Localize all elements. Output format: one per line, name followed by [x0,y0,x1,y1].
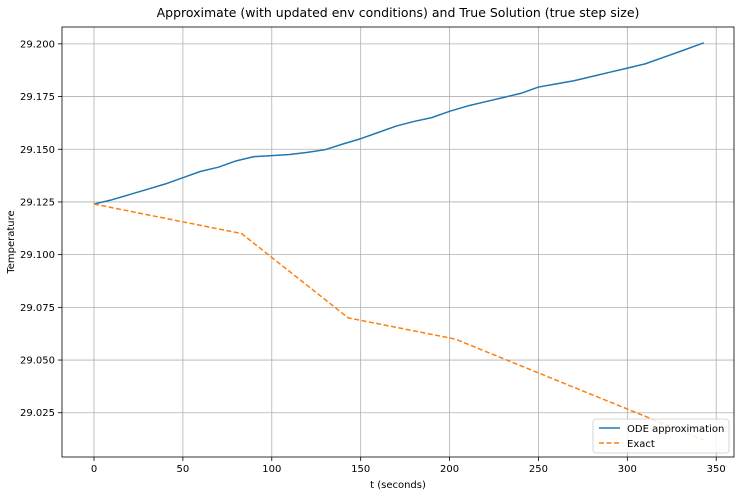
y-axis-label: Temperature [6,210,17,274]
legend: ODE approximation Exact [592,418,730,454]
x-tick-label: 200 [440,464,459,475]
x-tick-label: 0 [91,464,97,475]
chart-title: Approximate (with updated env conditions… [157,5,640,20]
x-tick-label: 300 [618,464,637,475]
x-tick-label: 350 [707,464,726,475]
x-tick-label: 100 [262,464,281,475]
y-tick-label: 29.175 [20,92,55,103]
tick-layer: 0 50 100 150 200 250 300 350 29.025 29.050 29.075 2… [20,39,726,475]
x-tick-label: 150 [351,464,370,475]
series-layer [93,42,705,441]
series-line-ode-approximation [93,42,705,205]
y-tick-label: 29.100 [20,250,55,261]
y-tick-label: 29.125 [20,197,55,208]
grid-layer [62,27,734,457]
y-tick-label: 29.050 [20,356,55,367]
y-tick-label: 29.200 [20,39,55,50]
legend-label-exact: Exact [627,439,655,450]
x-tick-label: 50 [177,464,190,475]
legend-box [592,418,730,454]
x-tick-label: 250 [529,464,548,475]
legend-label-ode: ODE approximation [627,424,724,435]
y-tick-label: 29.150 [20,145,55,156]
x-axis-label: t (seconds) [370,480,426,491]
y-tick-label: 29.075 [20,303,55,314]
plot-frame [61,26,735,458]
y-tick-label: 29.025 [20,408,55,419]
series-line-exact [93,203,705,441]
